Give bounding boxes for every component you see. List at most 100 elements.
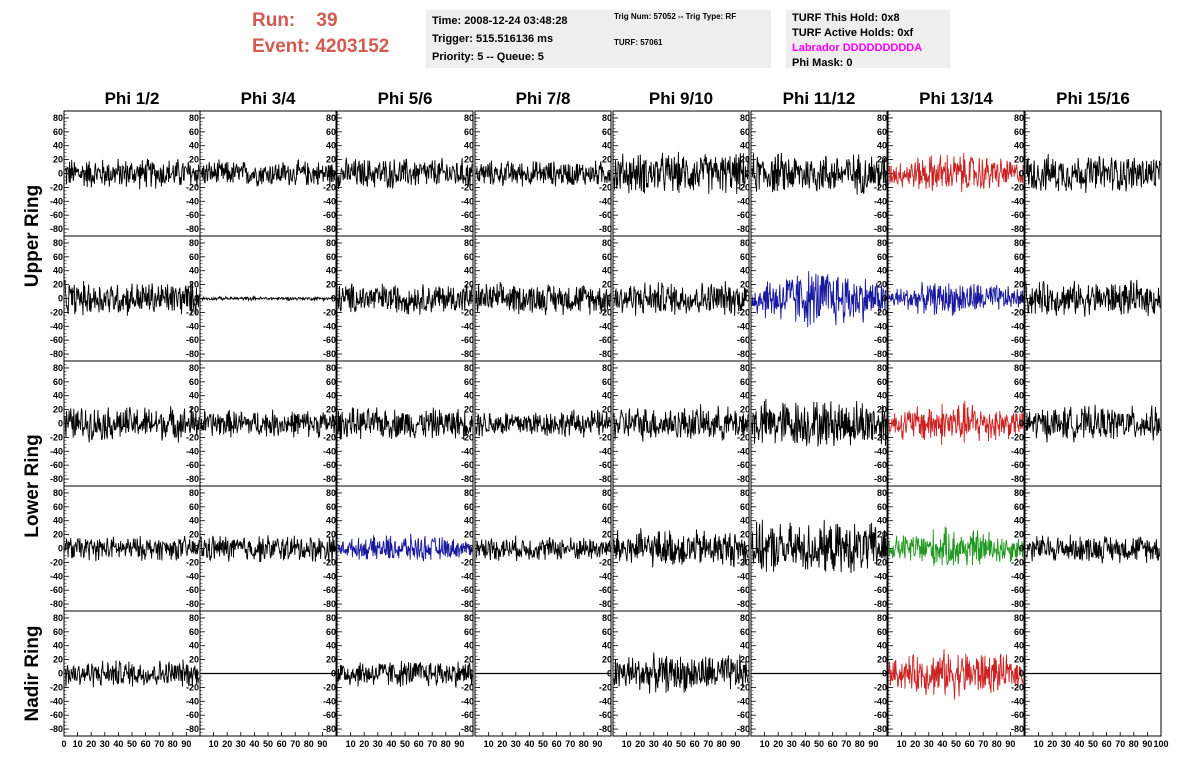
x-tick-label: 80 — [441, 739, 451, 749]
y-tick-label: 0 — [745, 544, 750, 554]
y-tick-label: 40 — [326, 391, 336, 401]
y-tick-label: -80 — [599, 724, 612, 734]
y-tick-label: 40 — [877, 266, 887, 276]
y-tick-label: -80 — [599, 474, 612, 484]
x-tick-label: 20 — [1047, 739, 1057, 749]
x-tick-label: 80 — [717, 739, 727, 749]
y-tick-label: 20 — [53, 530, 63, 540]
y-tick-label: 60 — [53, 502, 63, 512]
y-tick-label: -40 — [1011, 446, 1024, 456]
x-tick-label: 40 — [800, 739, 810, 749]
y-tick-label: 20 — [53, 155, 63, 165]
waveform-trace — [888, 152, 1024, 193]
y-tick-label: 40 — [740, 516, 750, 526]
y-tick-label: 40 — [326, 266, 336, 276]
x-tick-label: 30 — [100, 739, 110, 749]
y-tick-label: 80 — [877, 613, 887, 623]
y-tick-label: -20 — [50, 307, 63, 317]
y-tick-label: 80 — [189, 113, 199, 123]
y-tick-label: -80 — [50, 724, 63, 734]
y-tick-label: 0 — [469, 419, 474, 429]
y-tick-label: 80 — [602, 113, 612, 123]
y-tick-label: 60 — [877, 627, 887, 637]
y-tick-label: -20 — [186, 432, 199, 442]
y-tick-label: -60 — [737, 460, 750, 470]
y-tick-label: 80 — [740, 488, 750, 498]
y-tick-label: 20 — [53, 280, 63, 290]
y-tick-label: -60 — [1011, 585, 1024, 595]
y-tick-label: -40 — [50, 446, 63, 456]
y-tick-label: 80 — [740, 363, 750, 373]
x-tick-label: 20 — [497, 739, 507, 749]
y-tick-label: 40 — [464, 391, 474, 401]
y-tick-label: -60 — [599, 710, 612, 720]
x-tick-label: 90 — [730, 739, 740, 749]
waveform-trace — [888, 649, 1024, 700]
y-tick-label: 80 — [189, 613, 199, 623]
y-tick-label: 80 — [1014, 488, 1024, 498]
y-tick-label: -40 — [737, 196, 750, 206]
y-tick-label: 40 — [53, 141, 63, 151]
waveform-trace — [337, 407, 473, 440]
y-tick-label: 20 — [877, 655, 887, 665]
y-tick-label: -20 — [461, 307, 474, 317]
y-tick-label: -20 — [186, 557, 199, 567]
y-tick-label: 80 — [1014, 363, 1024, 373]
y-tick-label: -80 — [1011, 474, 1024, 484]
y-tick-label: -20 — [186, 307, 199, 317]
y-tick-label: -60 — [323, 585, 336, 595]
y-tick-label: 0 — [745, 419, 750, 429]
y-tick-label: 20 — [326, 405, 336, 415]
y-tick-label: 60 — [1014, 127, 1024, 137]
y-tick-label: -60 — [461, 710, 474, 720]
x-tick-label: 30 — [924, 739, 934, 749]
y-tick-label: 0 — [331, 669, 336, 679]
y-tick-label: -40 — [461, 446, 474, 456]
y-tick-label: -20 — [323, 432, 336, 442]
y-tick-label: 20 — [1014, 405, 1024, 415]
y-tick-label: 20 — [877, 405, 887, 415]
y-tick-label: -80 — [50, 474, 63, 484]
y-tick-label: 40 — [877, 391, 887, 401]
y-tick-label: 40 — [53, 516, 63, 526]
waveform-trace — [64, 535, 200, 562]
y-tick-label: -20 — [461, 682, 474, 692]
y-tick-label: 20 — [602, 530, 612, 540]
y-tick-label: 80 — [326, 238, 336, 248]
x-tick-label: 50 — [538, 739, 548, 749]
y-tick-label: -60 — [50, 335, 63, 345]
y-tick-label: 80 — [464, 238, 474, 248]
y-tick-label: 0 — [58, 669, 63, 679]
y-tick-label: -80 — [737, 724, 750, 734]
y-tick-label: 60 — [464, 252, 474, 262]
y-tick-label: 20 — [464, 530, 474, 540]
x-tick-label: 60 — [414, 739, 424, 749]
y-tick-label: 0 — [882, 294, 887, 304]
y-tick-label: 20 — [326, 155, 336, 165]
waveform-trace — [64, 659, 200, 688]
y-tick-label: -80 — [874, 474, 887, 484]
x-tick-label: 50 — [676, 739, 686, 749]
y-tick-label: 80 — [53, 488, 63, 498]
x-tick-label: 70 — [427, 739, 437, 749]
y-tick-label: -60 — [599, 335, 612, 345]
priority-line: Priority: 5 -- Queue: 5 — [432, 51, 544, 63]
y-tick-label: -20 — [50, 182, 63, 192]
y-tick-label: -40 — [50, 571, 63, 581]
y-tick-label: -40 — [874, 196, 887, 206]
column-header: Phi 7/8 — [516, 89, 571, 108]
y-tick-label: 0 — [469, 544, 474, 554]
y-tick-label: -40 — [186, 571, 199, 581]
event-value: 4203152 — [315, 36, 390, 57]
y-tick-label: 80 — [1014, 113, 1024, 123]
y-tick-label: -20 — [874, 432, 887, 442]
run-line: Run: 39 — [252, 8, 422, 34]
y-tick-label: -40 — [599, 696, 612, 706]
x-tick-label: 60 — [552, 739, 562, 749]
y-tick-label: -40 — [186, 196, 199, 206]
trig-num-line: Trig Num: 57052 -- Trig Type: RF — [614, 12, 737, 21]
y-tick-label: 40 — [189, 141, 199, 151]
y-tick-label: 20 — [326, 655, 336, 665]
y-tick-label: 60 — [326, 377, 336, 387]
x-tick-label: 30 — [649, 739, 659, 749]
